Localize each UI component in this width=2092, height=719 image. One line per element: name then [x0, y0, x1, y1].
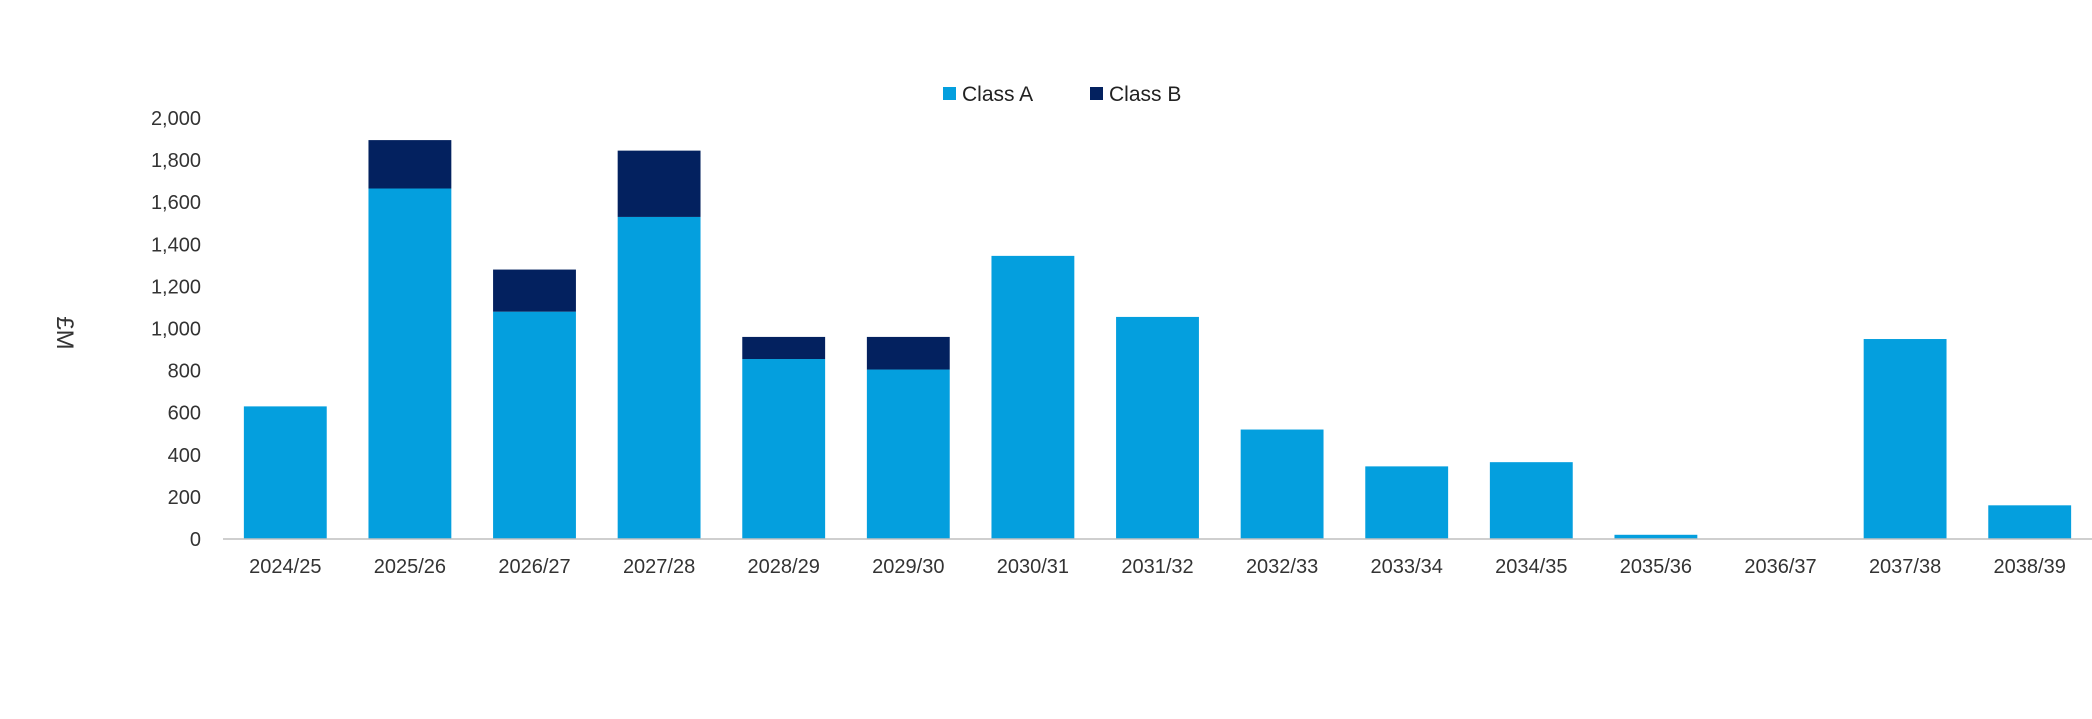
bar-class-a-2035-36 — [1614, 534, 1698, 539]
bar-class-a-2025-26 — [368, 188, 452, 539]
bar-class-a-2024-25 — [243, 406, 327, 539]
y-tick-label: 200 — [168, 487, 201, 509]
bar-class-a-2033-34 — [1365, 466, 1449, 539]
x-axis-ticks: 2024/25 2025/26 2026/27 2027/28 2028/29 2029/… — [249, 556, 2066, 578]
bar-class-b-2026-27 — [493, 269, 576, 312]
x-tick-label: 2038/39 — [1994, 556, 2066, 578]
y-tick-label: 400 — [168, 445, 201, 467]
y-tick-label: 600 — [168, 403, 201, 425]
legend-swatch-class-a — [943, 87, 956, 100]
x-tick-label: 2035/36 — [1620, 556, 1692, 578]
legend-label-class-a: Class A — [962, 83, 1033, 106]
bar-class-b-2029-30 — [866, 336, 950, 370]
bar-class-a-2031-32 — [1116, 316, 1199, 539]
bar-class-a-2038-39 — [1988, 505, 2072, 539]
y-tick-label: 0 — [190, 529, 201, 551]
x-tick-label: 2036/37 — [1744, 556, 1816, 578]
x-tick-label: 2028/29 — [748, 556, 820, 578]
bar-class-b-2027-28 — [617, 150, 701, 217]
x-tick-label: 2034/35 — [1495, 556, 1567, 578]
legend-swatch-class-b — [1090, 87, 1103, 100]
bar-class-b-2028-29 — [742, 336, 826, 360]
bar-class-a-2030-31 — [991, 255, 1075, 539]
bars — [243, 140, 2072, 539]
y-axis-title: £M — [51, 316, 78, 349]
x-tick-label: 2026/27 — [498, 556, 570, 578]
legend: Class A Class B — [943, 83, 1181, 106]
x-tick-label: 2029/30 — [872, 556, 944, 578]
x-tick-label: 2024/25 — [249, 556, 321, 578]
y-tick-label: 1,800 — [151, 150, 201, 172]
x-tick-label: 2030/31 — [997, 556, 1069, 578]
bar-class-a-2034-35 — [1489, 462, 1573, 539]
bar-class-a-2026-27 — [493, 311, 576, 539]
x-tick-label: 2033/34 — [1371, 556, 1443, 578]
y-tick-label: 1,000 — [151, 319, 201, 341]
bar-class-b-2025-26 — [368, 140, 452, 189]
y-tick-label: 1,200 — [151, 276, 201, 298]
legend-label-class-b: Class B — [1109, 83, 1181, 106]
y-tick-label: 1,400 — [151, 234, 201, 256]
bar-class-a-2037-38 — [1863, 339, 1947, 539]
bar-class-a-2029-30 — [866, 369, 950, 539]
y-tick-label: 1,600 — [151, 192, 201, 214]
x-tick-label: 2032/33 — [1246, 556, 1318, 578]
bar-class-a-2032-33 — [1240, 429, 1324, 539]
x-tick-label: 2037/38 — [1869, 556, 1941, 578]
y-tick-label: 2,000 — [151, 108, 201, 130]
bar-class-a-2027-28 — [617, 216, 701, 539]
y-axis-ticks: 0 200 400 600 800 1,000 1,200 1,400 1,600 1,800 2,… — [151, 108, 201, 551]
y-tick-label: 800 — [168, 361, 201, 383]
x-tick-label: 2027/28 — [623, 556, 695, 578]
x-tick-label: 2025/26 — [374, 556, 446, 578]
x-tick-label: 2031/32 — [1121, 556, 1193, 578]
bar-class-a-2028-29 — [742, 359, 826, 539]
